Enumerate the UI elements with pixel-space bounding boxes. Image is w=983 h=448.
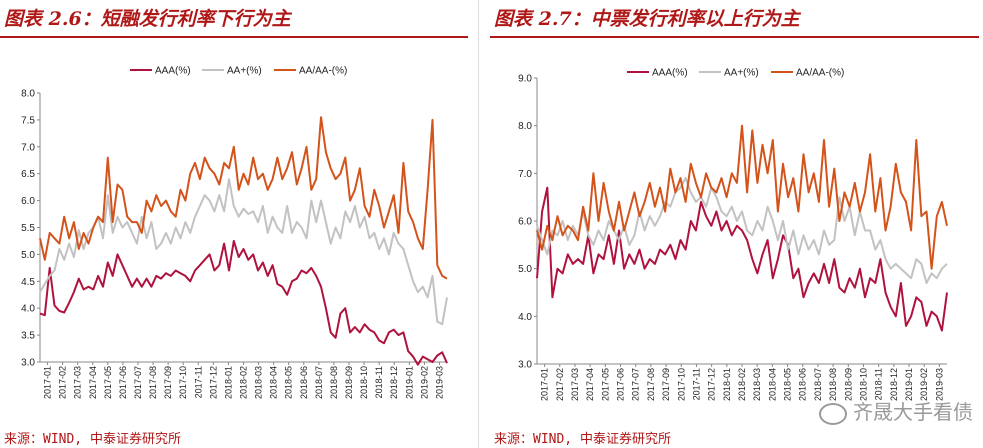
x-tick-label: 2017-04 (88, 366, 98, 399)
watermark-text: 齐晟大手看债 (853, 400, 973, 424)
y-tick-label: 9.0 (518, 74, 532, 85)
x-tick-label: 2019-03 (934, 368, 944, 401)
y-tick-label: 5.0 (518, 264, 532, 275)
panel-separator (478, 0, 479, 448)
legend-label: AA/AA-(%) (299, 66, 347, 77)
y-tick-label: 6.0 (21, 196, 35, 207)
series-line-aa (536, 177, 948, 284)
x-tick-label: 2017-08 (646, 368, 656, 401)
y-tick-label: 4.0 (21, 304, 35, 315)
y-tick-label: 7.0 (518, 169, 532, 180)
x-tick-label: 2018-03 (254, 366, 264, 399)
y-tick-label: 5.5 (21, 223, 35, 234)
y-tick-label: 6.5 (21, 169, 35, 180)
x-tick-label: 2018-11 (874, 368, 884, 400)
x-tick-label: 2017-02 (58, 366, 68, 399)
x-tick-label: 2017-01 (540, 368, 550, 401)
x-tick-label: 2018-04 (767, 368, 777, 401)
right-source-note: 来源：WIND, 中泰证券研究所 (494, 432, 671, 447)
x-tick-label: 2019-02 (919, 368, 929, 401)
x-tick-label: 2018-05 (783, 368, 793, 401)
x-tick-label: 2018-07 (314, 366, 324, 399)
series-line-aaaa (536, 124, 948, 270)
series-line-aaa (39, 239, 448, 366)
y-tick-label: 4.0 (518, 312, 532, 323)
left-figure-title: 图表 2.6：短融发行利率下行为主 (4, 8, 291, 30)
y-tick-label: 3.0 (21, 358, 35, 369)
y-tick-label: 7.5 (21, 115, 35, 126)
x-tick-label: 2018-06 (798, 368, 808, 401)
series-line-aaaa (39, 116, 448, 280)
x-tick-label: 2018-12 (889, 368, 899, 401)
x-tick-label: 2017-06 (616, 368, 626, 401)
legend-label: AA/AA-(%) (796, 68, 844, 79)
left-title-rule (0, 36, 468, 38)
x-tick-label: 2017-05 (103, 366, 113, 399)
watermark: 齐晟大手看债 (819, 396, 973, 425)
x-tick-label: 2018-03 (752, 368, 762, 401)
right-figure-title: 图表 2.7：中票发行利率以上行为主 (494, 8, 800, 30)
x-tick-label: 2019-03 (434, 366, 444, 399)
x-tick-label: 2017-08 (148, 366, 158, 399)
x-tick-label: 2018-01 (722, 368, 732, 401)
x-tick-label: 2017-12 (208, 366, 218, 399)
legend-label: AA+(%) (227, 66, 262, 77)
x-tick-label: 2017-07 (133, 366, 143, 399)
x-tick-label: 2019-02 (419, 366, 429, 399)
x-tick-label: 2018-02 (239, 366, 249, 399)
x-tick-label: 2018-02 (737, 368, 747, 401)
x-tick-label: 2017-11 (691, 368, 701, 400)
x-tick-label: 2017-09 (163, 366, 173, 399)
left-panel: 图表 2.6：短融发行利率下行为主 8.0 7.5 7.0 6.5 6.0 5.5 5.0 4… (0, 0, 472, 448)
y-tick-label: 8.0 (21, 89, 35, 100)
x-tick-label: 2017-10 (178, 366, 188, 399)
x-tick-label: 2018-01 (223, 366, 233, 399)
series-line-aaa (536, 186, 948, 332)
left-chart: 8.0 7.5 7.0 6.5 6.0 5.5 5.0 4.5 4.0 3.5 3.0 2017-01… (21, 66, 448, 399)
x-tick-label: 2017-06 (118, 366, 128, 399)
legend-label: AAA(%) (155, 66, 191, 77)
x-tick-label: 2017-09 (661, 368, 671, 401)
y-tick-label: 7.0 (21, 142, 35, 153)
legend-label: AAA(%) (652, 68, 688, 79)
x-tick-label: 2018-08 (329, 366, 339, 399)
right-title-rule (490, 36, 979, 38)
y-tick-label: 8.0 (518, 121, 532, 132)
y-tick-label: 3.0 (518, 360, 532, 371)
left-source-note: 来源：WIND, 中泰证券研究所 (4, 432, 181, 447)
x-tick-label: 2017-12 (707, 368, 717, 401)
y-tick-label: 4.5 (21, 277, 35, 288)
wechat-icon (819, 402, 847, 425)
x-tick-label: 2017-01 (43, 366, 53, 399)
x-tick-label: 2018-10 (359, 366, 369, 399)
x-tick-label: 2018-09 (843, 368, 853, 401)
x-tick-label: 2018-05 (284, 366, 294, 399)
right-chart: 9.0 8.0 7.0 6.0 5.0 4.0 3.0 2017-01 2017-02 2017-… (518, 68, 948, 401)
legend-label: AA+(%) (724, 68, 759, 79)
x-tick-label: 2017-11 (193, 366, 203, 398)
x-tick-label: 2018-06 (299, 366, 309, 399)
x-tick-label: 2017-05 (600, 368, 610, 401)
x-tick-label: 2018-11 (374, 366, 384, 398)
x-tick-label: 2018-04 (269, 366, 279, 399)
x-tick-label: 2017-04 (585, 368, 595, 401)
x-tick-label: 2018-10 (858, 368, 868, 401)
series-line-aa (39, 178, 448, 326)
x-tick-label: 2019-01 (904, 368, 914, 401)
x-tick-label: 2017-10 (676, 368, 686, 401)
x-tick-label: 2018-09 (344, 366, 354, 399)
x-tick-label: 2017-02 (555, 368, 565, 401)
x-tick-label: 2018-08 (828, 368, 838, 401)
x-tick-label: 2019-01 (404, 366, 414, 399)
y-tick-label: 5.0 (21, 250, 35, 261)
x-tick-label: 2018-07 (813, 368, 823, 401)
y-tick-label: 3.5 (21, 331, 35, 342)
right-panel: 图表 2.7：中票发行利率以上行为主 9.0 8.0 7.0 6.0 5.0 4.0 3.0… (490, 0, 983, 448)
x-tick-label: 2017-03 (570, 368, 580, 401)
y-tick-label: 6.0 (518, 217, 532, 228)
x-tick-label: 2017-03 (73, 366, 83, 399)
x-tick-label: 2017-07 (631, 368, 641, 401)
x-tick-label: 2018-12 (389, 366, 399, 399)
